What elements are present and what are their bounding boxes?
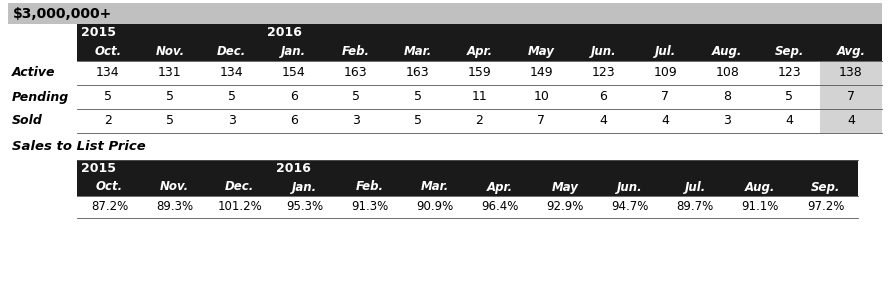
Text: Jan.: Jan. <box>281 45 306 58</box>
Text: 2: 2 <box>475 114 483 127</box>
Text: Jul.: Jul. <box>655 45 676 58</box>
Text: 163: 163 <box>406 66 429 79</box>
Text: 7: 7 <box>661 91 669 104</box>
Text: 159: 159 <box>467 66 491 79</box>
Text: 134: 134 <box>96 66 120 79</box>
Text: Jun.: Jun. <box>617 181 643 194</box>
Text: Nov.: Nov. <box>160 181 189 194</box>
Text: $3,000,000+: $3,000,000+ <box>13 7 112 21</box>
Text: 131: 131 <box>158 66 182 79</box>
Text: 5: 5 <box>785 91 793 104</box>
Text: 94.7%: 94.7% <box>612 201 648 214</box>
Text: 97.2%: 97.2% <box>806 201 844 214</box>
Text: Apr.: Apr. <box>487 181 513 194</box>
Text: Sold: Sold <box>12 114 43 127</box>
Bar <box>820 85 882 109</box>
Text: 5: 5 <box>227 91 235 104</box>
Text: 4: 4 <box>847 114 855 127</box>
Text: Apr.: Apr. <box>467 45 492 58</box>
Text: 3: 3 <box>227 114 235 127</box>
Text: 8: 8 <box>723 91 731 104</box>
Text: Dec.: Dec. <box>217 45 246 58</box>
Text: Jun.: Jun. <box>591 45 616 58</box>
Text: 7: 7 <box>847 91 855 104</box>
Text: 96.4%: 96.4% <box>482 201 519 214</box>
Bar <box>77 42 882 61</box>
Text: Dec.: Dec. <box>225 181 254 194</box>
Text: Feb.: Feb. <box>342 45 369 58</box>
Text: 2016: 2016 <box>277 162 311 175</box>
Text: 6: 6 <box>290 91 298 104</box>
Text: Sales to List Price: Sales to List Price <box>12 140 145 153</box>
Text: Sep.: Sep. <box>811 181 840 194</box>
Text: Aug.: Aug. <box>745 181 775 194</box>
Text: Oct.: Oct. <box>95 45 121 58</box>
Text: Active: Active <box>12 66 55 79</box>
Text: 2015: 2015 <box>81 162 116 175</box>
Text: 89.7%: 89.7% <box>677 201 714 214</box>
Text: 6: 6 <box>599 91 607 104</box>
Text: 6: 6 <box>290 114 298 127</box>
Text: Aug.: Aug. <box>712 45 742 58</box>
Text: 138: 138 <box>839 66 863 79</box>
Text: 5: 5 <box>166 91 174 104</box>
Text: Jul.: Jul. <box>685 181 706 194</box>
Bar <box>77 61 882 85</box>
Text: 2: 2 <box>104 114 112 127</box>
Text: 134: 134 <box>220 66 244 79</box>
Text: 91.1%: 91.1% <box>741 201 779 214</box>
Text: May: May <box>528 45 555 58</box>
Text: 87.2%: 87.2% <box>91 201 128 214</box>
Text: 3: 3 <box>723 114 731 127</box>
Bar <box>77 85 882 109</box>
Text: 91.3%: 91.3% <box>351 201 389 214</box>
Text: 109: 109 <box>654 66 677 79</box>
Text: 2015: 2015 <box>81 27 116 40</box>
Bar <box>8 3 882 24</box>
Bar <box>77 109 882 133</box>
Text: 163: 163 <box>343 66 368 79</box>
Bar <box>77 24 882 42</box>
Text: 11: 11 <box>472 91 487 104</box>
Text: 2016: 2016 <box>267 27 301 40</box>
Text: Jan.: Jan. <box>293 181 318 194</box>
Text: 4: 4 <box>599 114 607 127</box>
Text: 5: 5 <box>104 91 112 104</box>
Text: Feb.: Feb. <box>356 181 384 194</box>
Text: Oct.: Oct. <box>96 181 123 194</box>
Text: 7: 7 <box>537 114 545 127</box>
Text: 154: 154 <box>282 66 306 79</box>
Text: 5: 5 <box>414 114 422 127</box>
Text: 123: 123 <box>591 66 615 79</box>
Text: 5: 5 <box>351 91 359 104</box>
Text: Avg.: Avg. <box>837 45 865 58</box>
Text: 108: 108 <box>715 66 739 79</box>
Text: 149: 149 <box>530 66 553 79</box>
Text: 95.3%: 95.3% <box>286 201 324 214</box>
Text: 4: 4 <box>785 114 793 127</box>
Text: Mar.: Mar. <box>421 181 449 194</box>
Text: Nov.: Nov. <box>155 45 185 58</box>
Text: Pending: Pending <box>12 91 70 104</box>
Text: 5: 5 <box>414 91 422 104</box>
Text: 5: 5 <box>166 114 174 127</box>
Bar <box>820 61 882 85</box>
Text: 123: 123 <box>777 66 801 79</box>
Text: 3: 3 <box>351 114 359 127</box>
Text: 92.9%: 92.9% <box>547 201 583 214</box>
Bar <box>77 196 858 218</box>
Text: 89.3%: 89.3% <box>156 201 194 214</box>
Text: Mar.: Mar. <box>403 45 432 58</box>
Text: 4: 4 <box>661 114 669 127</box>
Text: Sep.: Sep. <box>774 45 804 58</box>
Text: May: May <box>551 181 579 194</box>
Bar <box>77 178 858 196</box>
Bar <box>77 160 858 178</box>
Text: 10: 10 <box>533 91 549 104</box>
Text: 90.9%: 90.9% <box>417 201 454 214</box>
Text: 101.2%: 101.2% <box>218 201 262 214</box>
Bar <box>820 109 882 133</box>
